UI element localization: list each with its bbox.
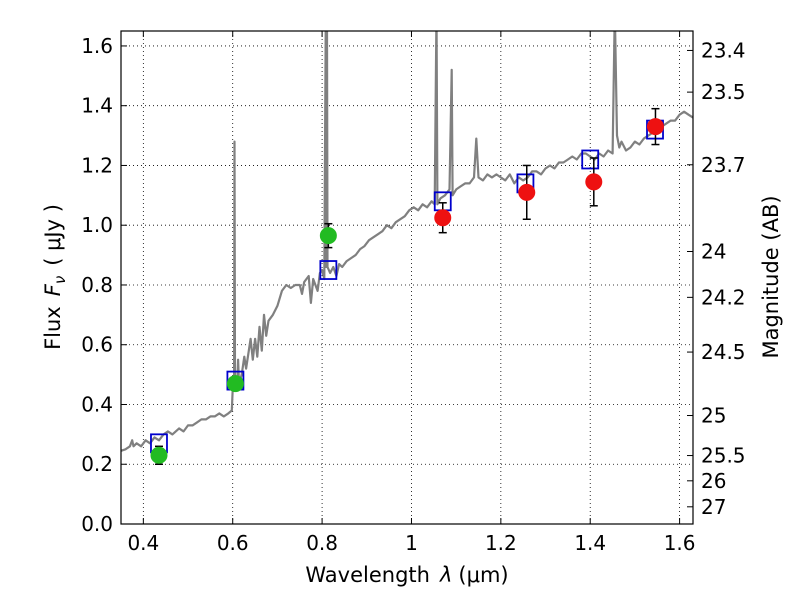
y-tick-label: 0.2	[81, 452, 113, 476]
points-layer	[150, 107, 664, 465]
y-tick-label: 0.4	[81, 392, 113, 416]
x-axis-label: Wavelength λ (μm)	[305, 563, 508, 587]
y-tick-label: 0.6	[81, 333, 113, 357]
observed-point-green	[319, 227, 337, 245]
right-tick-label: 23.4	[701, 38, 746, 62]
x-tick-label: 1	[405, 531, 418, 555]
y-right-axis-label: Magnitude (AB)	[759, 195, 783, 358]
y-tick-label: 0.0	[81, 512, 113, 536]
observed-point-green	[150, 446, 168, 464]
right-tick-label: 24.5	[701, 340, 746, 364]
right-tick-label: 23.5	[701, 80, 746, 104]
model-photometry-square	[581, 149, 600, 170]
model-spectrum-line	[121, 31, 693, 452]
right-tick-label: 26	[701, 469, 726, 493]
y-tick-label: 1.6	[81, 34, 113, 58]
grid-lines	[121, 31, 693, 525]
right-tick-label: 25	[701, 404, 726, 428]
x-tick-label: 1.4	[574, 531, 606, 555]
x-tick-label: 1.6	[664, 531, 696, 555]
x-tick-label: 0.6	[217, 531, 249, 555]
observed-point-red	[585, 173, 603, 191]
y-tick-label: 0.8	[81, 273, 113, 297]
x-tick-label: 0.8	[306, 531, 338, 555]
right-tick-label: 27	[701, 495, 726, 519]
observed-point-red	[646, 118, 664, 136]
observed-point-red	[434, 209, 452, 227]
x-tick-label: 1.2	[485, 531, 517, 555]
observed-point-red	[518, 183, 536, 201]
x-tick-label: 0.4	[127, 531, 159, 555]
y-tick-label: 1.2	[81, 153, 113, 177]
plot-frame	[120, 30, 694, 525]
y-axis-label: FluxFν( μJy )	[41, 204, 69, 350]
y-tick-label: 1.0	[81, 213, 113, 237]
spectrum-layer	[121, 31, 693, 452]
right-tick-label: 23.7	[701, 153, 746, 177]
right-tick-label: 24	[701, 240, 726, 264]
model-photometry-square	[319, 260, 338, 280]
axis-ticks: 0.4 0.6 0.8 1 1.2 1.4 1.6 0.0 0.2 0.4 0.6 0.8 1.0 1.2…	[81, 31, 746, 555]
right-tick-label: 25.5	[701, 444, 746, 468]
y-tick-label: 1.4	[81, 94, 113, 118]
right-tick-label: 24.2	[701, 285, 746, 309]
observed-point-green	[226, 375, 244, 393]
